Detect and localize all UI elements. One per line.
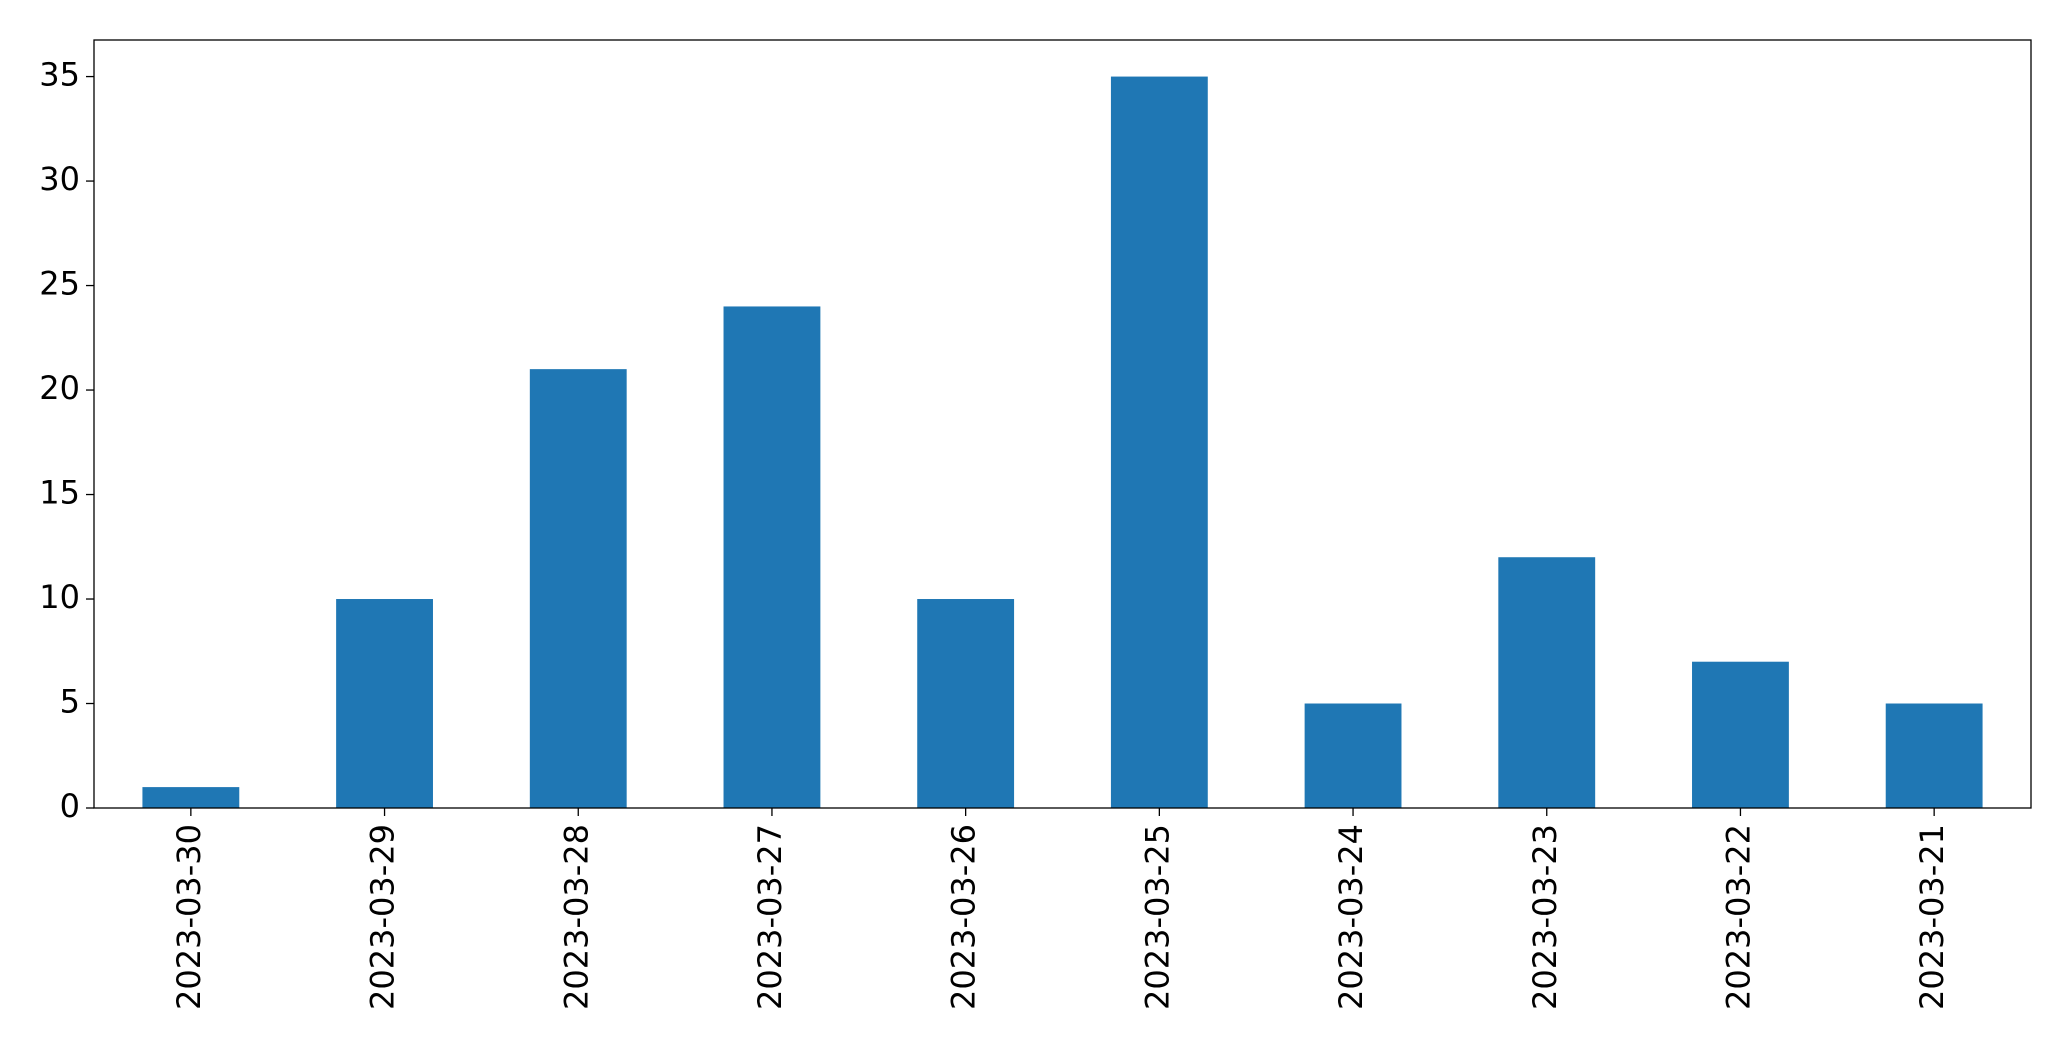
x-tick-label: 2023-03-29 bbox=[364, 824, 402, 1010]
y-tick-label: 15 bbox=[39, 474, 80, 512]
bar bbox=[1692, 661, 1789, 808]
bar bbox=[917, 599, 1015, 808]
bar bbox=[336, 599, 433, 808]
bar bbox=[723, 306, 821, 808]
bar bbox=[1498, 557, 1596, 808]
y-tick-label: 25 bbox=[39, 265, 80, 303]
x-tick-label: 2023-03-23 bbox=[1526, 824, 1564, 1010]
y-tick-label: 30 bbox=[39, 160, 80, 198]
bar bbox=[1885, 703, 1983, 808]
x-tick-label: 2023-03-30 bbox=[170, 824, 208, 1010]
x-tick-label: 2023-03-22 bbox=[1719, 824, 1757, 1010]
x-tick-label: 2023-03-21 bbox=[1913, 824, 1951, 1010]
x-tick-label: 2023-03-27 bbox=[751, 824, 789, 1010]
y-tick-label: 0 bbox=[60, 787, 80, 825]
bar bbox=[142, 787, 240, 808]
bar bbox=[1304, 703, 1402, 808]
y-tick-label: 35 bbox=[39, 56, 80, 94]
bar bbox=[529, 369, 627, 808]
x-tick-label: 2023-03-25 bbox=[1138, 824, 1176, 1010]
x-tick-label: 2023-03-28 bbox=[557, 824, 595, 1010]
plot-frame bbox=[93, 39, 2032, 809]
x-tick-label: 2023-03-26 bbox=[945, 824, 983, 1010]
y-tick-label: 20 bbox=[39, 369, 80, 407]
bar bbox=[1110, 76, 1208, 809]
y-tick-label: 10 bbox=[39, 578, 80, 616]
y-tick-label: 5 bbox=[60, 683, 80, 721]
x-tick-label: 2023-03-24 bbox=[1332, 824, 1370, 1010]
